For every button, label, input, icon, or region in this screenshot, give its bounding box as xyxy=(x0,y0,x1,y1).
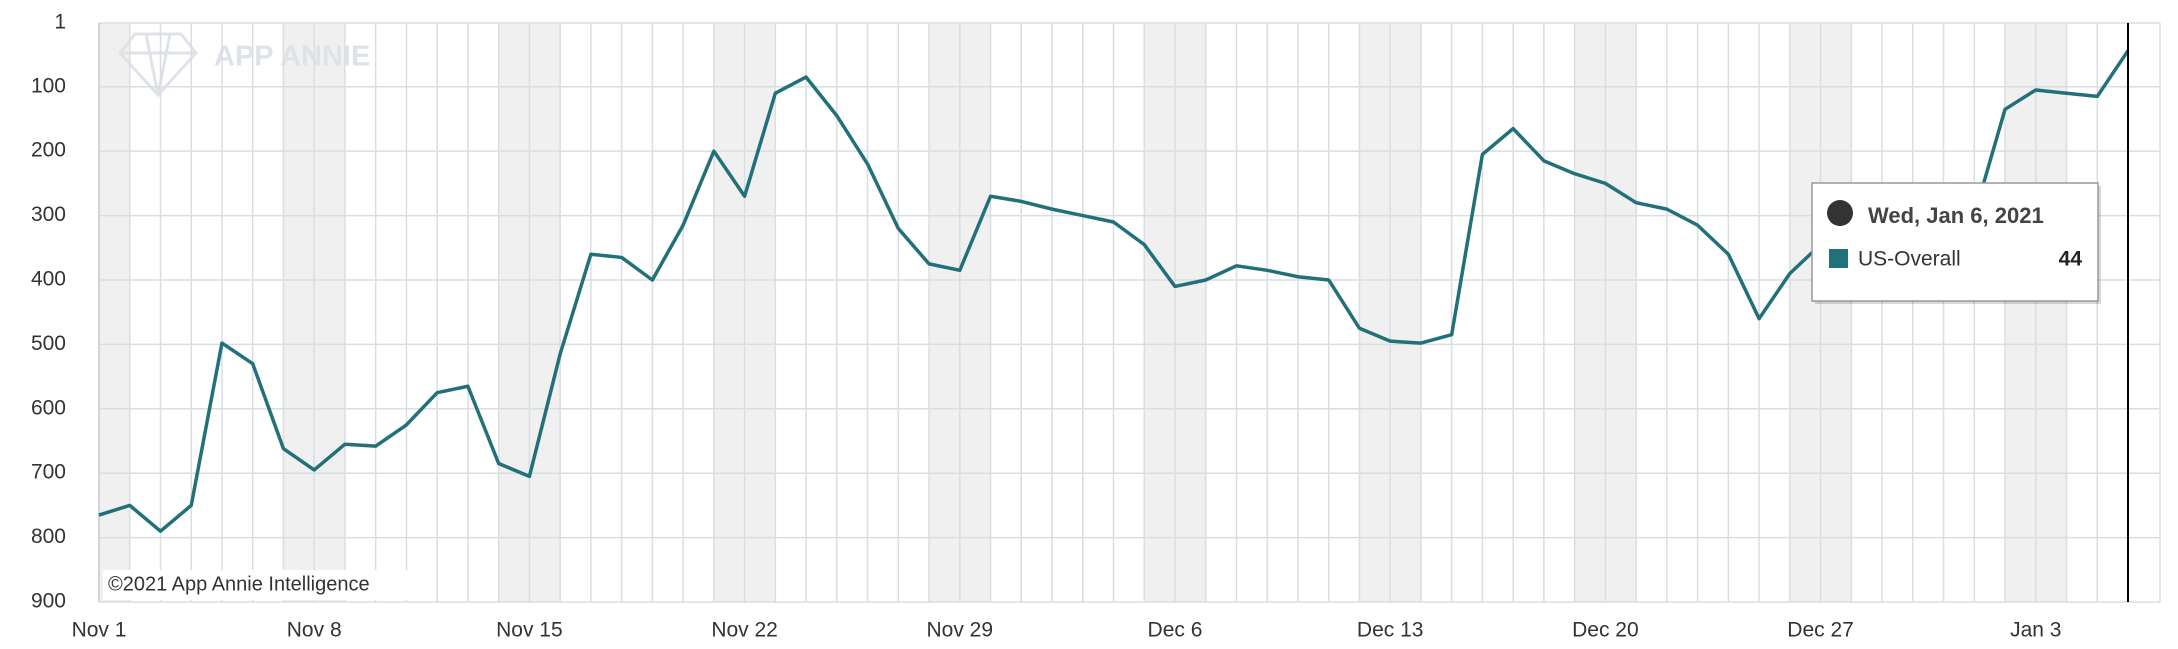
weekend-band xyxy=(314,23,345,602)
weekend-band xyxy=(1605,23,1637,602)
weekend-band xyxy=(1574,23,1606,602)
legend-label: US-Overall xyxy=(1858,248,1961,271)
legend-swatch xyxy=(1829,249,1848,268)
weekend-bands xyxy=(99,23,2067,602)
weekend-band xyxy=(2035,23,2067,602)
weekend-band xyxy=(498,23,530,602)
x-tick-label: Nov 22 xyxy=(711,619,778,642)
weekend-band xyxy=(1174,23,1206,602)
x-tick-label: Nov 15 xyxy=(496,619,563,642)
y-tick-label: 900 xyxy=(31,590,66,613)
x-tick-label: Jan 3 xyxy=(2010,619,2061,642)
tooltip-value: 44 xyxy=(2059,248,2083,271)
weekend-band xyxy=(2005,23,2036,602)
weekend-band xyxy=(713,23,745,602)
weekend-band xyxy=(1390,23,1421,602)
y-tick-label: 100 xyxy=(31,74,66,97)
series-line xyxy=(98,49,2130,533)
y-tick-label: 500 xyxy=(31,332,66,355)
y-tick-label: 1 xyxy=(54,11,66,34)
tooltip xyxy=(1811,182,2099,302)
x-tick-label: Nov 8 xyxy=(287,619,342,642)
copyright-bg xyxy=(103,570,413,600)
weekend-band xyxy=(744,23,776,602)
weekend-band xyxy=(1144,23,1175,602)
x-tick-label: Dec 6 xyxy=(1148,619,1203,642)
y-tick-label: 200 xyxy=(31,139,66,162)
y-tick-label: 700 xyxy=(31,461,66,484)
y-tick-label: 600 xyxy=(31,396,66,419)
x-tick-label: Dec 13 xyxy=(1357,619,1424,642)
tooltip-title: Wed, Jan 6, 2021 xyxy=(1868,203,2044,228)
x-tick-label: Dec 27 xyxy=(1787,619,1854,642)
globe-icon xyxy=(1827,200,1853,226)
y-tick-label: 800 xyxy=(31,525,66,548)
weekend-band xyxy=(1820,23,1852,602)
y-tick-label: 400 xyxy=(31,268,66,291)
weekend-band xyxy=(1359,23,1391,602)
x-tick-label: Nov 1 xyxy=(72,619,127,642)
weekend-band xyxy=(1789,23,1821,602)
weekend-band xyxy=(929,23,960,602)
watermark-logo xyxy=(118,32,198,98)
watermark: APP ANNIE xyxy=(214,41,370,73)
weekend-band xyxy=(529,23,561,602)
x-tick-label: Nov 29 xyxy=(927,619,994,642)
weekend-band xyxy=(959,23,991,602)
weekend-band xyxy=(283,23,315,602)
copyright: ©2021 App Annie Intelligence xyxy=(108,573,370,595)
y-tick-label: 300 xyxy=(31,203,66,226)
x-tick-label: Dec 20 xyxy=(1572,619,1639,642)
